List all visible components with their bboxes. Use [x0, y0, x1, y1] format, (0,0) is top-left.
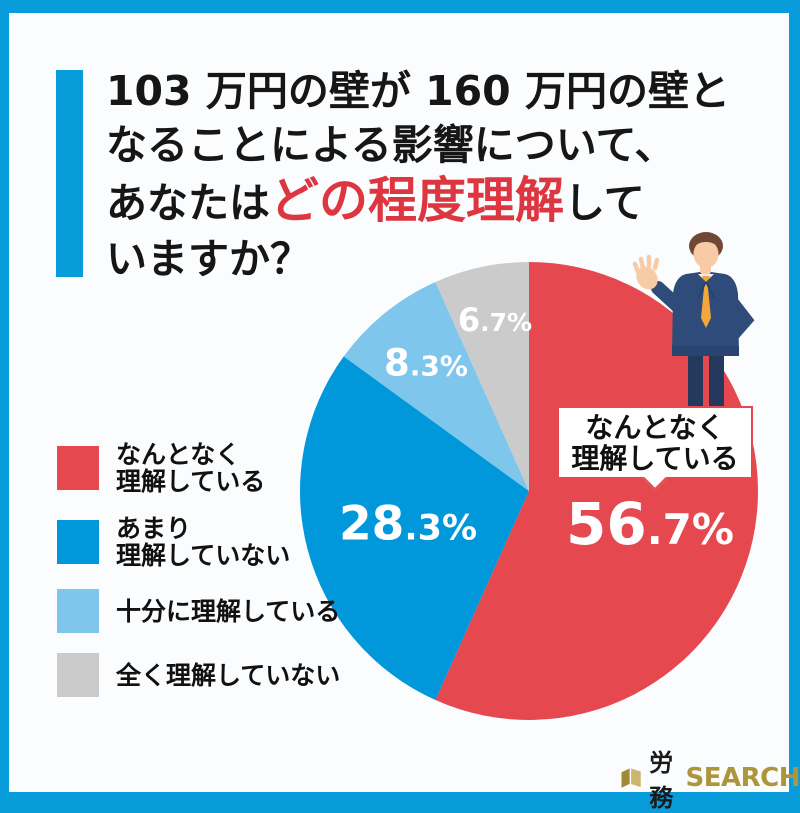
man-face [693, 240, 719, 268]
callout: なんとなく 理解している [557, 406, 753, 491]
man-hand [632, 254, 660, 290]
legend-label: 全く理解していない [116, 660, 341, 690]
businessman-illustration [632, 232, 755, 408]
legend-swatch [57, 446, 99, 490]
legend: なんとなく 理解している あまり 理解していない 十分に理解している 全く理解し… [57, 441, 340, 717]
legend-item: 全く理解していない [57, 653, 340, 697]
legend-label: あまり [116, 514, 192, 543]
man-lapel-left [688, 274, 706, 298]
legend-item: なんとなく 理解している [57, 441, 340, 495]
slice-label-6-7: 6.7% [457, 301, 533, 339]
slice-label-28-3: 28.3% [338, 496, 478, 552]
title-line-3: あなたはどの程度理解して [106, 172, 726, 232]
pie-slice-1 [300, 356, 529, 701]
legend-item: あまり 理解していない [57, 515, 340, 569]
legend-swatch [57, 653, 99, 697]
logo: 労務 SEARCH [620, 743, 800, 813]
title-line-4: いますか？ [106, 235, 311, 283]
man-leg-right [709, 348, 724, 408]
callout-line-1: なんとなく [585, 410, 725, 444]
legend-item: 十分に理解している [57, 589, 340, 633]
title-line-3-pre: あなたは [106, 179, 270, 227]
man-jacket-hem [672, 346, 739, 356]
man-neck [700, 264, 711, 274]
legend-swatch [57, 520, 99, 564]
title-accent-bar [56, 70, 83, 277]
slice-label-56-7: 56.7% [566, 490, 734, 558]
title-highlight: どの程度理解 [270, 172, 565, 229]
legend-label: 理解していない [116, 541, 291, 570]
legend-swatch [57, 589, 99, 633]
logo-text-gold: SEARCH [685, 763, 800, 793]
pie-slice-2 [343, 281, 529, 491]
legend-label: 理解している [116, 467, 266, 496]
legend-label: 十分に理解している [116, 596, 341, 626]
man-lapel-right [706, 274, 724, 298]
pie-slice-3 [435, 262, 529, 491]
legend-label: なんとなく [116, 440, 241, 469]
man-leg-left [688, 348, 703, 408]
title-line-3-post: して [564, 179, 645, 227]
title-line-1: 103 万円の壁が 160 万円の壁と [106, 67, 730, 115]
pie-slice-0 [435, 262, 758, 720]
logo-book-icon [621, 768, 641, 788]
page-title: 103 万円の壁が 160 万円の壁と なることによる影響について、 あなたはど… [106, 64, 730, 286]
slice-label-8-3: 8.3% [384, 341, 468, 385]
man-tie [701, 276, 711, 328]
logo-text-black: 労務 [649, 749, 674, 812]
title-line-2: なることによる影響について、 [106, 121, 676, 169]
